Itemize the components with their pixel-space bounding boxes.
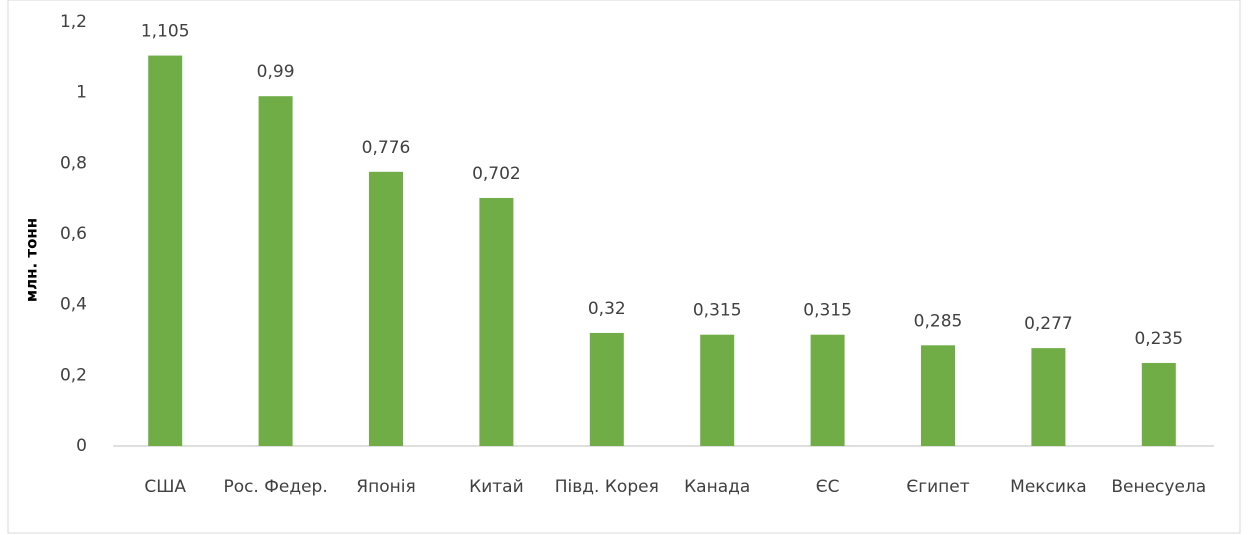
y-axis-label: млн. тонн: [23, 218, 41, 302]
value-label: 1,105: [141, 22, 190, 42]
x-tick-label: Канада: [684, 477, 750, 497]
y-tick-label: 0,4: [60, 295, 87, 315]
bar: [1031, 348, 1066, 446]
value-label: 0,315: [803, 301, 852, 321]
bar: [921, 345, 955, 446]
bar: [369, 171, 403, 446]
x-tick-label: Рос. Федер.: [223, 477, 327, 497]
bar: [1141, 362, 1176, 446]
x-tick-label: Венесуела: [1111, 477, 1206, 497]
bar: [258, 96, 293, 446]
y-tick-label: 1: [76, 83, 87, 103]
value-label: 0,32: [588, 299, 626, 319]
x-tick-label: Китай: [469, 477, 524, 497]
value-label: 0,277: [1024, 314, 1073, 334]
x-tick-label: Півд. Корея: [555, 477, 659, 497]
y-tick-label: 1,2: [60, 12, 87, 32]
x-tick-label: Японія: [356, 477, 415, 497]
bar: [589, 332, 624, 446]
x-tick-label: Мексика: [1010, 477, 1086, 497]
bar: [700, 334, 735, 446]
x-tick-label: США: [144, 477, 186, 497]
y-tick-label: 0,6: [60, 224, 87, 244]
bar: [148, 55, 183, 447]
y-tick-label: 0,2: [60, 365, 87, 385]
value-label: 0,235: [1134, 329, 1183, 349]
bar: [810, 334, 845, 446]
bar: [479, 197, 514, 446]
x-tick-label: ЄС: [816, 477, 840, 497]
value-label: 0,285: [914, 311, 963, 331]
y-tick-label: 0: [76, 436, 87, 456]
chart-border: [7, 0, 1241, 534]
value-label: 0,702: [472, 164, 521, 184]
value-label: 0,776: [362, 138, 411, 158]
value-label: 0,99: [257, 62, 295, 82]
x-tick-label: Єгипет: [906, 477, 969, 497]
value-label: 0,315: [693, 301, 742, 321]
y-tick-label: 0,8: [60, 153, 87, 173]
